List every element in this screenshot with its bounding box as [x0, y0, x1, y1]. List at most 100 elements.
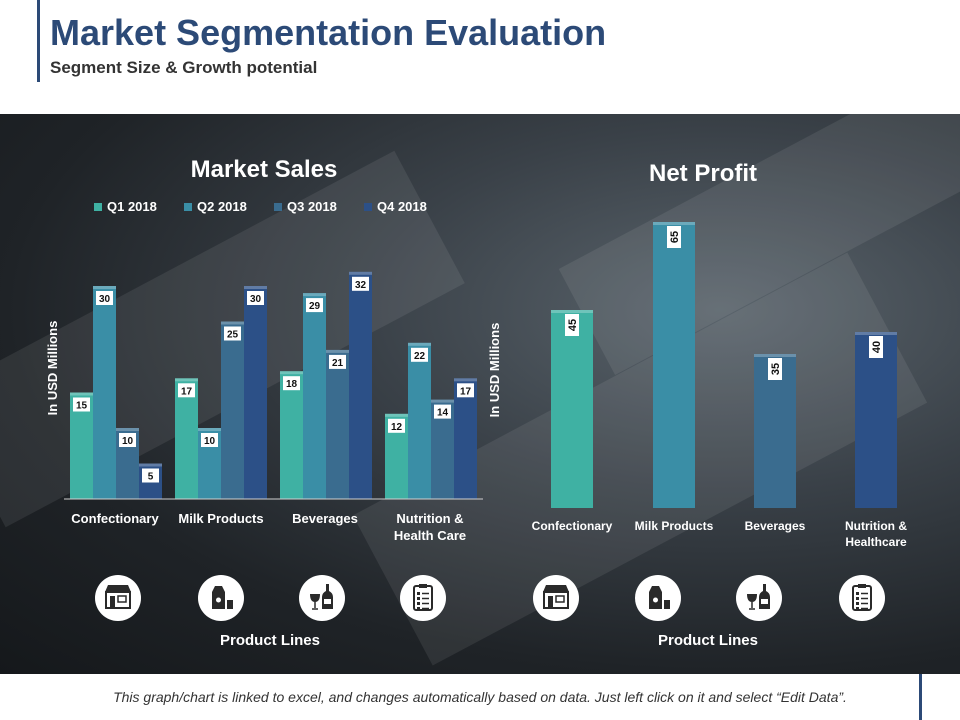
wine-bottle-label: [324, 599, 331, 604]
data-label-box: [96, 291, 113, 305]
legend-swatch: [94, 203, 102, 211]
bar: [221, 321, 244, 499]
chart-panel: [0, 114, 960, 674]
chart-title: Market Sales: [191, 156, 338, 183]
data-label-box: [869, 336, 883, 358]
bar: [280, 371, 303, 499]
y-axis-label: In USD Millions: [45, 321, 60, 416]
data-label: 35: [770, 363, 782, 375]
data-label: 14: [437, 408, 449, 419]
checklist-box: [856, 592, 859, 595]
data-label-box: [457, 383, 474, 398]
bar: [855, 332, 897, 508]
data-label: 30: [250, 294, 262, 305]
bar: [454, 378, 477, 499]
data-label-box: [119, 433, 136, 447]
bar: [175, 378, 198, 499]
data-label-box: [768, 358, 782, 380]
store-door: [110, 596, 115, 608]
data-label-box: [352, 276, 369, 291]
bar: [70, 392, 93, 499]
data-label: 10: [204, 436, 216, 447]
y-axis-label: In USD Millions: [487, 323, 502, 418]
footer-accent-bar: [919, 674, 922, 720]
data-label: 40: [871, 341, 883, 353]
bar-highlight: [454, 378, 477, 382]
data-label-box: [283, 376, 300, 391]
wine-icon: [299, 575, 345, 621]
legend-label: Q2 2018: [197, 199, 247, 214]
bar-highlight: [221, 321, 244, 325]
legend-label: Q1 2018: [107, 199, 157, 214]
data-label: 29: [309, 301, 321, 312]
data-label-box: [388, 418, 405, 433]
legend-swatch: [274, 203, 282, 211]
net-profit-chart: Net Profit 45 65 35 40 Confectionary Milk Prod…: [487, 160, 907, 649]
data-label: 5: [148, 472, 154, 483]
bar-highlight: [303, 293, 326, 297]
store-icon: [533, 575, 579, 621]
legend-swatch: [184, 203, 192, 211]
category-label: Milk Products: [635, 519, 714, 533]
data-label-box: [411, 347, 428, 362]
checklist-box: [856, 602, 859, 605]
wine-glass-bowl: [310, 594, 320, 602]
bar-highlight: [116, 428, 139, 431]
legend-label: Q3 2018: [287, 199, 337, 214]
data-label: 12: [391, 422, 403, 433]
category-label: Health Care: [394, 528, 466, 543]
bar-highlight: [244, 286, 267, 289]
data-label: 32: [355, 280, 367, 291]
data-label-box: [178, 383, 195, 398]
data-label-box: [306, 298, 323, 313]
checklist-box: [856, 597, 859, 600]
bar: [303, 293, 326, 499]
bar-highlight: [280, 371, 303, 375]
data-label-box: [565, 314, 579, 336]
store-body: [105, 591, 131, 609]
bar: [551, 310, 593, 508]
milk-label: [216, 597, 221, 603]
category-label: Milk Products: [178, 511, 263, 526]
data-label: 15: [76, 401, 88, 412]
store-body: [543, 591, 569, 609]
checklist-box: [417, 597, 420, 600]
category-label: Nutrition &: [396, 511, 463, 526]
bar-highlight: [855, 332, 897, 335]
bar: [385, 413, 408, 499]
page-subtitle: Segment Size & Growth potential: [50, 58, 318, 77]
store-awning: [105, 585, 131, 592]
checklist-box: [417, 607, 420, 610]
x-axis-label: Product Lines: [658, 632, 758, 649]
bar: [408, 342, 431, 499]
data-label: 30: [99, 294, 111, 305]
data-label: 17: [181, 386, 193, 397]
milk-icon: [635, 575, 681, 621]
data-label: 17: [460, 386, 472, 397]
checklist-clip: [858, 584, 866, 588]
bar-highlight: [408, 342, 431, 346]
category-label: Beverages: [292, 511, 358, 526]
checklist-clip: [419, 584, 427, 588]
market-sales-chart: Market Sales Q1 2018 Q2 2018 Q3 2018 Q4 2018…: [45, 156, 483, 649]
category-label: Confectionary: [71, 511, 159, 526]
milk-icon: [198, 575, 244, 621]
data-label-box: [434, 404, 451, 419]
category-label: Confectionary: [532, 519, 613, 533]
data-label-box: [667, 226, 681, 248]
category-label: Healthcare: [845, 535, 907, 549]
bar: [431, 399, 454, 499]
store-icon: [95, 575, 141, 621]
bar-highlight: [93, 286, 116, 289]
chart-title: Net Profit: [649, 160, 757, 187]
page-title: Market Segmentation Evaluation: [50, 12, 607, 53]
bar-highlight: [70, 392, 93, 396]
bar-highlight: [198, 428, 221, 431]
data-label-box: [247, 291, 264, 305]
bar: [244, 286, 267, 499]
wine-bottle-label: [761, 599, 768, 604]
legend-swatch: [364, 203, 372, 211]
milk-label: [653, 597, 658, 603]
milk-glass: [664, 600, 670, 609]
